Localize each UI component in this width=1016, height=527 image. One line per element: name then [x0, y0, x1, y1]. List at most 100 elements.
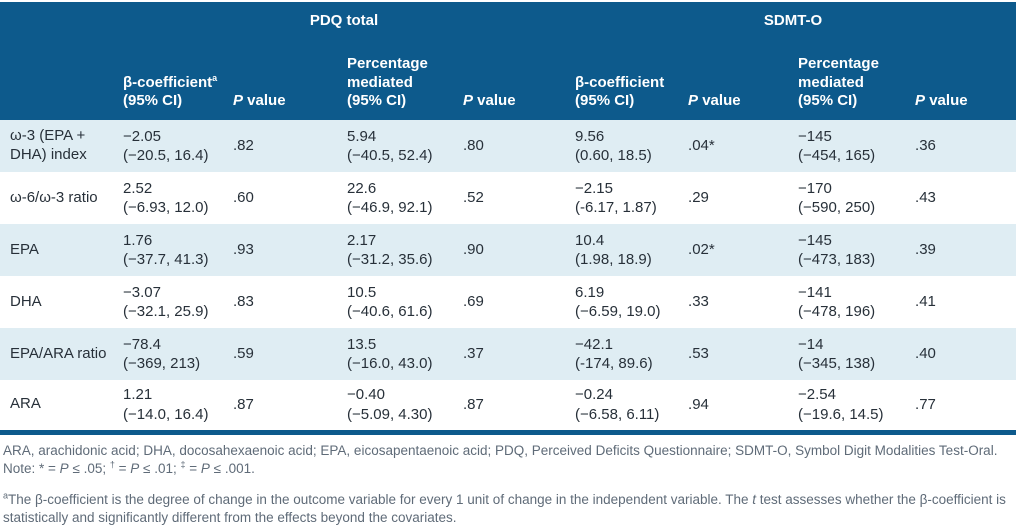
pdq-beta-p-cell: .93 — [233, 241, 254, 259]
significance-note: Note: * = P ≤ .05; † = P ≤ .01; ‡ = P ≤ … — [3, 460, 1006, 478]
double-dagger-symbol: ‡ — [180, 459, 186, 469]
sdmt-beta-p-cell: .94 — [688, 396, 709, 413]
col-header-sdmt-beta: β-coefficient (95% CI) — [570, 35, 684, 120]
note-text: = — [185, 460, 201, 476]
col-header-pdq-beta-p: P value — [228, 35, 342, 120]
confidence-interval: (−454, 165) — [798, 147, 876, 164]
note-text: = — [114, 460, 131, 476]
pdq-mediated-p-cell: .52 — [463, 189, 484, 207]
superscript-a: a — [212, 72, 218, 83]
t-italic: t — [752, 491, 757, 507]
group-header-row: PDQ total SDMT-O — [0, 2, 1016, 35]
confidence-interval: (−40.5, 52.4) — [347, 147, 433, 164]
pdq-mediated-cell: 13.5 (−16.0, 43.0) — [342, 328, 458, 380]
pdq-mediated-p-cell: .90 — [463, 241, 484, 259]
pdq-mediated-cell: −0.40 (−5.09, 4.30) — [342, 380, 458, 432]
dagger-symbol: † — [109, 459, 115, 469]
row-label: EPA/ARA ratio — [10, 344, 107, 362]
row-label: ARA — [10, 395, 41, 413]
mediated-value: 2.17 — [347, 231, 377, 249]
mediated-value: 5.94 — [347, 127, 377, 145]
sdmt-beta-cell: −0.24 (−6.58, 6.11) — [570, 380, 683, 432]
pdq-beta-cell: 1.21 (−14.0, 16.4) — [118, 380, 228, 432]
p-rest: value — [925, 92, 968, 110]
superscript-a: a — [3, 490, 9, 500]
confidence-interval: (1.98, 18.9) — [575, 251, 652, 268]
pdq-mediated-cell: 2.17 (−31.2, 35.6) — [342, 224, 458, 276]
sdmt-mediated-cell: −14 (−345, 138) — [793, 328, 910, 380]
confidence-interval: (−37.7, 41.3) — [123, 251, 209, 268]
confidence-interval: (−5.09, 4.30) — [347, 405, 433, 423]
pdq-mediated-cell: 10.5 (−40.6, 61.6) — [342, 276, 458, 328]
sdmt-mediated-cell: −145 (−454, 165) — [793, 120, 910, 172]
col-header-ci: (95% CI) — [347, 92, 407, 110]
col-header-ci: (95% CI) — [123, 92, 183, 110]
col-header-pdq-mediated: Percentage mediated (95% CI) — [342, 35, 458, 120]
col-header-text: Percentage mediated — [798, 54, 879, 91]
p-italic: P — [463, 92, 474, 110]
beta-value: 9.56 — [575, 127, 605, 145]
mediated-value: 13.5 — [347, 335, 377, 353]
mediated-value: −141 — [798, 283, 832, 301]
table-row: EPA 1.76 (−37.7, 41.3) .93 2.17 (−31.2, … — [0, 224, 1016, 276]
row-label: DHA — [10, 292, 42, 310]
table-row: EPA/ARA ratio −78.4 (−369, 213) .59 13.5… — [0, 328, 1016, 380]
confidence-interval: (−345, 138) — [798, 355, 876, 372]
sdmt-beta-cell: −42.1 (-174, 89.6) — [570, 328, 683, 380]
pdq-beta-cell: 2.52 (−6.93, 12.0) — [118, 172, 228, 224]
group-header-sdmt-o: SDMT-O — [570, 2, 1016, 35]
beta-value: 10.4 — [575, 231, 605, 249]
sdmt-beta-p-cell: .29 — [688, 189, 709, 207]
sdmt-beta-cell: 6.19 (−6.59, 19.0) — [570, 276, 683, 328]
sdmt-beta-cell: 9.56 (0.60, 18.5) — [570, 120, 683, 172]
footnote-a: aThe β-coefficient is the degree of chan… — [3, 491, 1006, 527]
confidence-interval: (−478, 196) — [798, 303, 876, 320]
row-label: ω-6/ω-3 ratio — [10, 188, 98, 206]
row-label: EPA — [10, 240, 39, 258]
p-italic: P — [233, 92, 244, 110]
pdq-mediated-cell: 5.94 (−40.5, 52.4) — [342, 120, 458, 172]
confidence-interval: (−473, 183) — [798, 251, 876, 268]
beta-value: −42.1 — [575, 335, 613, 353]
col-header-pdq-beta: β-coefficienta (95% CI) — [118, 35, 228, 120]
mediated-value: −0.40 — [347, 386, 385, 404]
p-rest: value — [473, 92, 516, 110]
pdq-beta-cell: 1.76 (−37.7, 41.3) — [118, 224, 228, 276]
pdq-mediated-p-cell: .37 — [463, 345, 484, 363]
p-italic: P — [59, 460, 69, 476]
col-header-ci: (95% CI) — [798, 92, 858, 110]
sdmt-beta-p-cell: .53 — [688, 345, 709, 363]
pdq-beta-p-cell: .60 — [233, 189, 254, 207]
beta-value: −2.05 — [123, 127, 161, 145]
abbreviations-note: ARA, arachidonic acid; DHA, docosahexaen… — [3, 442, 998, 458]
confidence-interval: (−32.1, 25.9) — [123, 303, 209, 320]
confidence-interval: (−6.58, 6.11) — [575, 405, 660, 423]
note-text: ≤ .001. — [209, 460, 255, 476]
confidence-interval: (0.60, 18.5) — [575, 147, 652, 164]
sdmt-beta-p-cell: .04* — [688, 137, 715, 155]
note-text: Note: * = — [3, 460, 60, 476]
col-header-sdmt-mediated-p: P value — [910, 35, 1016, 120]
table-row: DHA −3.07 (−32.1, 25.9) .83 10.5 (−40.6,… — [0, 276, 1016, 328]
sdmt-beta-cell: 10.4 (1.98, 18.9) — [570, 224, 683, 276]
p-italic: P — [130, 460, 140, 476]
confidence-interval: (−6.93, 12.0) — [123, 199, 209, 216]
pdq-mediated-p-cell: .80 — [463, 137, 484, 155]
confidence-interval: (-6.17, 1.87) — [575, 199, 657, 216]
beta-value: 2.52 — [123, 179, 153, 197]
col-header-sdmt-beta-p: P value — [683, 35, 794, 120]
row-label: ω-3 (EPA + DHA) index — [10, 127, 87, 163]
beta-value: 1.76 — [123, 231, 153, 249]
p-italic: P — [915, 92, 926, 110]
col-header-text: β-coefficient — [575, 73, 665, 91]
table-row: ω-3 (EPA + DHA) index −2.05 (−20.5, 16.4… — [0, 120, 1016, 172]
sdmt-mediated-p-cell: .43 — [915, 189, 936, 207]
sdmt-mediated-p-cell: .36 — [915, 137, 936, 155]
header-corner-cell — [0, 2, 118, 35]
table-footnotes: ARA, arachidonic acid; DHA, docosahexaen… — [0, 435, 1016, 527]
col-header-text: β-coefficient — [123, 73, 213, 91]
beta-value: −0.24 — [575, 386, 613, 404]
mediated-value: −170 — [798, 179, 832, 197]
column-header-row: β-coefficienta (95% CI) P value Percenta… — [0, 35, 1016, 120]
